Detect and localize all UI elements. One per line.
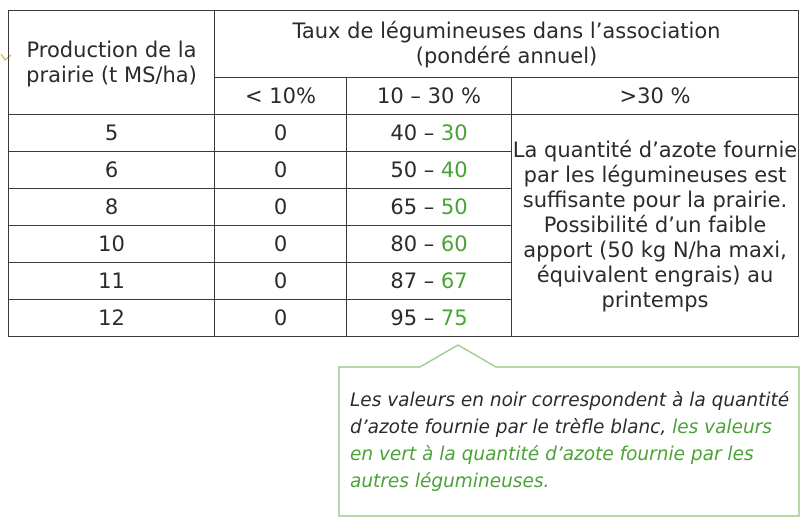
other-legume-value: 30 [440,120,468,145]
clover-value: 95 [390,305,418,330]
production-cell: 10 [8,225,215,263]
value-separator: – [417,157,441,182]
callout-frame [338,344,800,517]
other-legume-value: 75 [440,305,468,330]
low-rate-cell: 0 [214,262,347,300]
value-separator: – [417,231,441,256]
production-cell: 8 [8,188,215,226]
production-cell: 5 [8,114,215,152]
low-rate-cell: 0 [214,225,347,263]
mid-rate-cell: 87 – 67 [346,262,512,300]
clover-value: 80 [390,231,418,256]
callout-text-green: les valeurs en vert à la quantité d’azot… [350,417,772,492]
high-rate-note: La quantité d’azote fournie par les légu… [510,114,800,337]
table-subheader-row: < 10% 10 – 30 % >30 % [9,77,800,115]
clover-value: 87 [390,268,418,293]
legume-rate-subtitle: (pondéré annuel) [415,44,598,68]
callout-text: Les valeurs en noir correspondent à la q… [350,387,790,495]
table-row: 5 0 40 – 30 La quantité d’azote fournie … [8,114,800,337]
mid-rate-cell: 65 – 50 [346,188,512,226]
table-header-row: Production de la prairie (t MS/ha) Taux … [8,10,800,115]
production-cell: 11 [8,262,215,300]
mid-rate-cell: 80 – 60 [346,225,512,263]
production-header: Production de la prairie (t MS/ha) [8,10,215,115]
col-header-low: < 10% [214,77,347,115]
mid-rate-cell: 50 – 40 [346,151,512,189]
mid-rate-cell: 95 – 75 [346,299,512,337]
table-row: 11 0 87 – 67 [8,262,799,300]
mid-rate-cell: 40 – 30 [346,114,512,152]
value-separator: – [417,120,441,145]
table-row: 8 0 65 – 50 [8,188,799,226]
other-legume-value: 50 [440,194,468,219]
other-legume-value: 60 [440,231,468,256]
col-header-high: >30 % [510,77,800,115]
low-rate-cell: 0 [214,188,347,226]
table-row: 10 0 80 – 60 [8,225,799,263]
clover-value: 50 [390,157,418,182]
low-rate-cell: 0 [214,299,347,337]
other-legume-value: 67 [440,268,468,293]
low-rate-cell: 0 [214,114,347,152]
production-header-label: Production de la prairie (t MS/ha) [26,37,197,87]
legume-rate-title: Taux de légumineuses dans l’association [292,19,721,43]
table-row: 12 0 95 – 75 [8,299,799,337]
value-separator: – [417,194,441,219]
low-rate-cell: 0 [214,151,347,189]
callout-text-black: Les valeurs en noir correspondent à la q… [350,390,790,438]
value-separator: – [417,305,441,330]
production-cell: 12 [8,299,215,337]
value-separator: – [417,268,441,293]
col-header-mid: 10 – 30 % [346,77,512,115]
clover-value: 65 [390,194,418,219]
production-cell: 6 [8,151,215,189]
clover-value: 40 [390,120,418,145]
legume-rate-header: Taux de légumineuses dans l’association … [213,10,800,78]
other-legume-value: 40 [440,157,468,182]
legume-nitrogen-table: Production de la prairie (t MS/ha) Taux … [8,10,800,337]
table-row: 6 0 50 – 40 [8,151,799,189]
legend-callout: Les valeurs en noir correspondent à la q… [338,343,800,517]
